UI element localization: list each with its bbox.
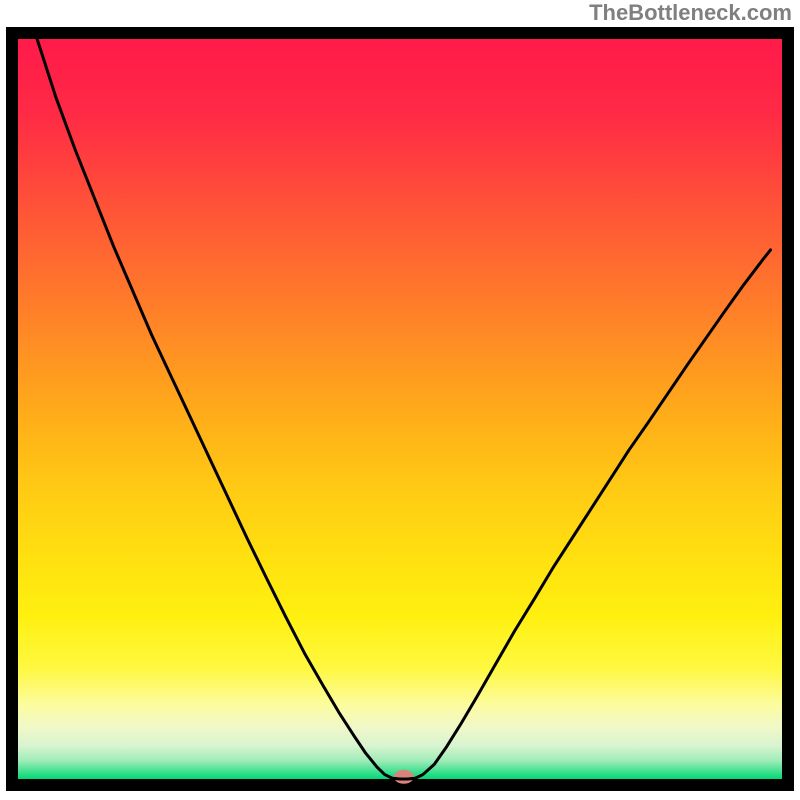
optimal-point-marker — [394, 770, 414, 784]
chart-container: TheBottleneck.com — [0, 0, 800, 800]
watermark-text: TheBottleneck.com — [589, 0, 792, 26]
gradient-background — [18, 39, 782, 779]
bottleneck-curve-plot — [6, 27, 794, 791]
